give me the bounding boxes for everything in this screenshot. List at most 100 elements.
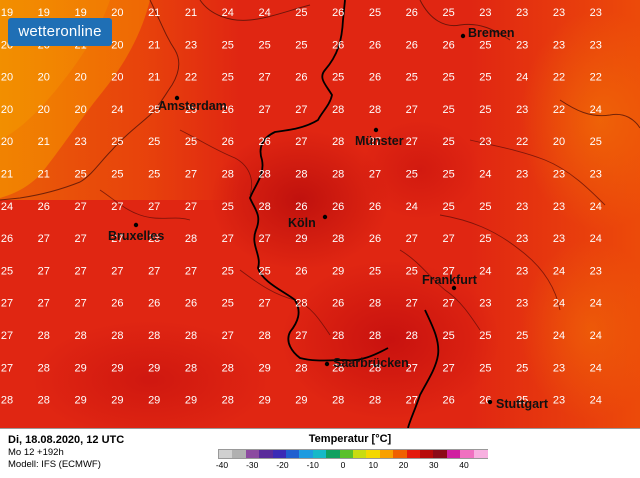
temperature-value: 27 [185, 169, 197, 181]
temperature-value: 28 [222, 395, 234, 407]
colorbar-segment [259, 450, 274, 458]
temperature-value: 24 [1, 201, 13, 213]
temperature-value: 27 [38, 233, 50, 245]
colorbar-segment [393, 450, 408, 458]
temperature-value: 28 [369, 330, 381, 342]
city-label-bruxelles: Bruxelles [108, 229, 164, 243]
temperature-value: 28 [332, 233, 344, 245]
temperature-value: 26 [369, 39, 381, 51]
temperature-value: 25 [442, 7, 454, 19]
temperature-value: 28 [295, 362, 307, 374]
temperature-value: 20 [74, 104, 86, 116]
temperature-value: 28 [222, 362, 234, 374]
temperature-value: 21 [148, 7, 160, 19]
temperature-value: 26 [1, 233, 13, 245]
temperature-value: 27 [295, 136, 307, 148]
colorbar-ticks: -40 -30 -20 -10 0 10 20 30 40 [216, 460, 486, 472]
temperature-value: 26 [479, 395, 491, 407]
temperature-value: 27 [406, 233, 418, 245]
temperature-value: 29 [258, 362, 270, 374]
model-run: Mo 12 +192h [8, 447, 64, 458]
city-label-muenster: Münster [355, 134, 404, 148]
temperature-value: 23 [553, 7, 565, 19]
temperature-value: 29 [111, 395, 123, 407]
model-name: Modell: IFS (ECMWF) [8, 459, 101, 470]
temperature-value: 27 [185, 201, 197, 213]
temperature-value: 25 [369, 7, 381, 19]
temperature-value: 20 [111, 39, 123, 51]
colorbar-segment [219, 450, 233, 458]
temperature-value: 29 [295, 395, 307, 407]
temperature-value: 25 [148, 136, 160, 148]
temperature-value: 27 [406, 298, 418, 310]
temperature-value: 23 [553, 233, 565, 245]
temperature-value: 28 [38, 395, 50, 407]
temperature-value: 26 [185, 298, 197, 310]
temperature-value: 25 [516, 330, 528, 342]
temperature-value: 23 [516, 298, 528, 310]
temperature-value: 23 [185, 39, 197, 51]
temperature-value: 24 [516, 72, 528, 84]
temperature-value: 28 [148, 330, 160, 342]
colorbar-tick-label: 40 [459, 460, 469, 470]
temperature-value: 25 [479, 233, 491, 245]
temperature-value: 26 [442, 395, 454, 407]
temperature-value: 28 [185, 330, 197, 342]
run-info: Di, 18.08.2020, 12 UTC Mo 12 +192h Model… [8, 433, 124, 471]
city-muenster: Münster [355, 127, 404, 148]
temperature-value: 25 [479, 39, 491, 51]
city-stuttgart: Stuttgart [487, 397, 549, 411]
city-label-koeln: Köln [288, 216, 316, 230]
temperature-value: 27 [1, 330, 13, 342]
temperature-value: 24 [590, 233, 602, 245]
temperature-value: 27 [111, 233, 123, 245]
temperature-value: 19 [38, 7, 50, 19]
temperature-value: 25 [479, 330, 491, 342]
colorbar-segment [353, 450, 367, 458]
temperature-value: 27 [369, 136, 381, 148]
colorbar-segment [379, 450, 394, 458]
city-label-saarbruecken: Saarbrücken [333, 356, 409, 370]
temperature-value: 28 [406, 330, 418, 342]
temperature-value: 26 [369, 72, 381, 84]
temperature-value: 22 [590, 72, 602, 84]
temperature-value: 25 [516, 362, 528, 374]
wetteronline-logo[interactable]: wetteronline [8, 18, 112, 46]
colorbar-tick-label: 20 [398, 460, 409, 470]
temperature-value: 23 [479, 136, 491, 148]
temperature-value: 25 [1, 265, 13, 277]
temperature-value: 28 [369, 395, 381, 407]
temperature-value: 24 [479, 169, 491, 181]
temperature-value: 29 [148, 362, 160, 374]
temperature-value: 24 [590, 362, 602, 374]
temperature-value: 26 [258, 136, 270, 148]
temperature-value: 22 [553, 72, 565, 84]
colorbar-segment [446, 450, 461, 458]
colorbar-segment [286, 450, 300, 458]
temperature-value: 28 [1, 395, 13, 407]
temperature-value: 27 [258, 104, 270, 116]
temperature-value: 23 [590, 7, 602, 19]
temperature-value: 26 [222, 136, 234, 148]
temperature-value: 28 [369, 298, 381, 310]
temperature-value: 28 [38, 330, 50, 342]
temperature-value: 22 [516, 136, 528, 148]
colorbar-segment [312, 450, 327, 458]
temperature-value: 23 [516, 39, 528, 51]
temperature-value: 29 [332, 265, 344, 277]
colorbar-segment [339, 450, 354, 458]
temperature-value: 23 [553, 201, 565, 213]
temperature-value: 27 [258, 298, 270, 310]
temperature-value: 29 [74, 362, 86, 374]
temperature-value: 26 [442, 39, 454, 51]
temperature-value: 25 [258, 39, 270, 51]
temperature-value: 27 [369, 169, 381, 181]
temperature-value: 22 [553, 104, 565, 116]
temperature-value: 23 [553, 362, 565, 374]
temperature-value: 28 [332, 136, 344, 148]
temperature-value: 29 [148, 395, 160, 407]
temperature-value: 24 [590, 395, 602, 407]
temperature-value: 26 [369, 201, 381, 213]
temperature-value: 24 [590, 104, 602, 116]
temperature-value: 27 [148, 201, 160, 213]
